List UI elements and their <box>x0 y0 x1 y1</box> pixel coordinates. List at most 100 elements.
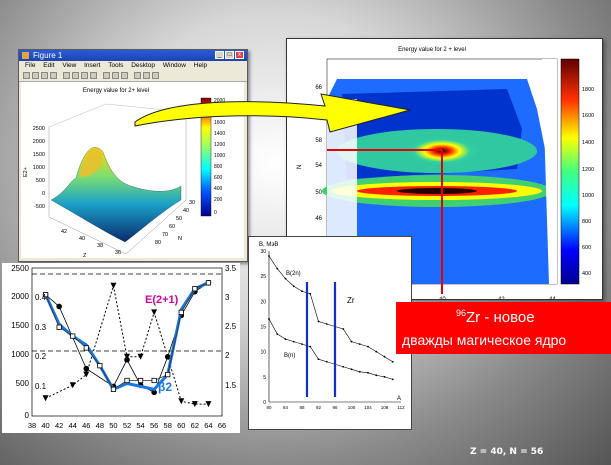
figure-toolbar <box>19 71 247 82</box>
line-icon[interactable] <box>90 72 97 79</box>
annotation-line2: дважды магическое ядро <box>402 332 567 348</box>
mid-y-tick: 30 <box>260 249 266 255</box>
mid-data-point <box>309 292 312 295</box>
beta-data-point <box>70 333 76 339</box>
left-x-tick: 50 <box>109 421 117 430</box>
minimize-icon[interactable]: _ <box>215 51 224 59</box>
legend-icon[interactable] <box>143 72 150 79</box>
e2-data-point <box>110 282 117 289</box>
menu-file[interactable]: File <box>25 62 36 69</box>
left-x-tick: 40 <box>41 421 49 430</box>
zoom-out-icon[interactable] <box>112 72 119 79</box>
left-series-line-0 <box>45 285 209 405</box>
e2-data-point <box>151 309 158 316</box>
axes-back-edge <box>48 103 187 128</box>
menu-window[interactable]: Window <box>162 62 186 69</box>
heatmap-band-peak <box>397 188 477 194</box>
colorbar-icon[interactable] <box>134 72 141 79</box>
mid-data-point <box>284 338 287 340</box>
mid-x-tick: 92 <box>316 405 322 410</box>
pointer-icon[interactable] <box>63 72 70 79</box>
left-data-point <box>151 389 157 396</box>
beta-tick: 0.4 <box>35 293 47 302</box>
z-tick: 1000 <box>33 165 45 171</box>
grid-icon[interactable] <box>152 72 159 79</box>
beta-tick: 0.1 <box>35 382 47 391</box>
heatmap-y-tick: 54 <box>315 163 322 169</box>
beta-tick: 0.3 <box>35 323 47 332</box>
mid-data-point <box>301 343 303 346</box>
heatmap-colorbar-tick: 600 <box>582 245 591 251</box>
mid-data-point <box>350 340 353 343</box>
mid-data-point <box>292 285 295 288</box>
menu-edit[interactable]: Edit <box>43 62 55 69</box>
zoom-in-icon[interactable] <box>103 72 110 79</box>
mid-x-tick: 80 <box>266 405 272 410</box>
annotation-box: 96Zr - новое дважды магическое ядро <box>396 302 611 354</box>
surface-colorbar <box>200 97 212 217</box>
annotation-line1-text: Zr - новое <box>466 309 535 326</box>
axes-box <box>48 112 187 255</box>
save-icon[interactable] <box>41 72 48 79</box>
close-icon[interactable]: x <box>235 51 244 59</box>
beta-data-point <box>205 280 212 286</box>
right-y-tick: 3 <box>225 293 230 302</box>
z-tick: 2000 <box>33 139 45 145</box>
new-file-icon[interactable] <box>23 72 30 79</box>
beta-data-point <box>42 292 49 298</box>
open-file-icon[interactable] <box>32 72 39 79</box>
menu-tools[interactable]: Tools <box>108 62 124 69</box>
colorbar-tick: 1600 <box>214 120 225 126</box>
menu-help[interactable]: Help <box>193 62 208 69</box>
separation-energy-plot: B, MэB A B(2n) B(n) Zr 30 25 20 15 10 5 0 80 84… <box>248 236 412 430</box>
colorbar-tick: 200 <box>214 197 223 203</box>
heatmap-x-tick: 44 <box>549 297 556 299</box>
mid-y-label: B, MэB <box>259 242 278 248</box>
heatmap-empty-right <box>542 59 557 284</box>
rotate-icon[interactable] <box>121 72 128 79</box>
menu-view[interactable]: View <box>62 62 77 69</box>
beta-data-point <box>192 286 198 292</box>
heatmap-x-tick: 42 <box>498 297 505 299</box>
menu-desktop[interactable]: Desktop <box>131 62 156 69</box>
mid-data-point <box>391 360 394 363</box>
heatmap-colorbar-tick: 800 <box>582 219 591 225</box>
colorbar-tick: 1000 <box>214 153 225 159</box>
mid-data-point <box>292 340 295 343</box>
e2-data-point <box>83 371 90 378</box>
n-tick: 80 <box>155 240 161 246</box>
bn-label: B(n) <box>284 353 295 359</box>
left-data-point <box>164 354 171 360</box>
heatmap-y-tick: 50 <box>315 190 322 196</box>
print-icon[interactable] <box>50 72 57 79</box>
n-tick: 60 <box>169 224 175 230</box>
colorbar-tick: 1200 <box>214 142 225 148</box>
maximize-icon[interactable]: □ <box>225 51 234 59</box>
mid-y-tick: 0 <box>263 400 266 406</box>
heatmap-colorbar-tick: 1400 <box>582 140 594 146</box>
mid-y-tick: 10 <box>260 350 266 356</box>
colorbar-tick: 0 <box>214 210 217 216</box>
colorbar-tick: 600 <box>214 175 223 181</box>
arrow-icon[interactable] <box>81 72 88 79</box>
left-x-tick: 44 <box>69 421 77 430</box>
annotation-line1: 96Zr - новое <box>456 308 535 326</box>
mid-data-point <box>367 371 369 374</box>
left-series-group <box>42 280 212 408</box>
text-icon[interactable] <box>72 72 79 79</box>
heatmap-y-tick: 66 <box>315 85 322 91</box>
figure-titlebar[interactable]: Figure 1 _ □ x <box>19 50 247 61</box>
mid-data-point <box>284 277 287 280</box>
energy-surface <box>50 147 182 243</box>
left-y-tick: 1500 <box>11 321 29 330</box>
right-y-tick: 1.5 <box>225 381 237 390</box>
left-x-tick: 62 <box>191 421 199 430</box>
annotation-mass-number: 96 <box>456 308 467 318</box>
mid-data-point <box>276 333 279 335</box>
figure-menubar: File Edit View Insert Tools Desktop Wind… <box>19 61 247 71</box>
mid-y-tick: 15 <box>260 325 266 331</box>
menu-insert[interactable]: Insert <box>84 62 101 69</box>
beta-data-point <box>97 363 103 369</box>
n-tick: 70 <box>162 232 168 238</box>
surface-plot-title: Energy value for 2+ level <box>83 88 149 94</box>
